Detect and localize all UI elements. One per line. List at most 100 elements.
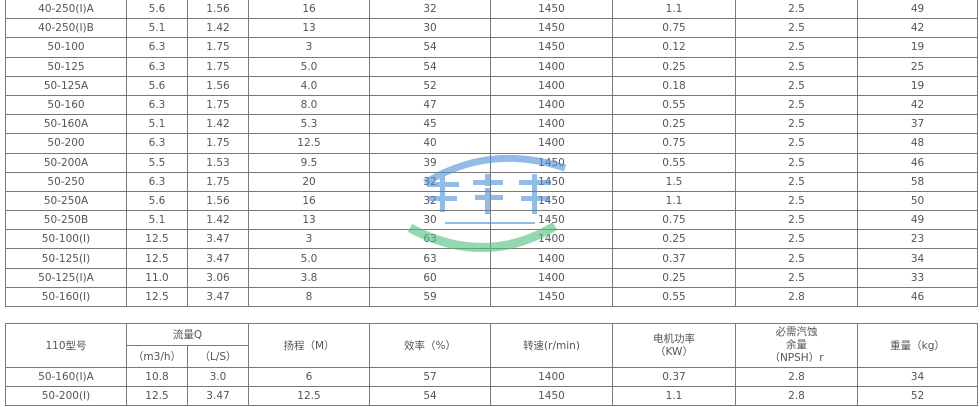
table-cell: 3.47 [187,286,249,308]
table-cell: 1400 [490,56,613,77]
table-cell: 50-200A [5,152,127,173]
table-cell: 50-100 [5,37,127,58]
table-cell: 0.75 [612,210,736,231]
table-cell: 1450 [490,37,613,58]
table-row: 50-200 6.3 1.75 12.5 40 1400 0.75 2.5 48 [5,133,978,154]
table-cell: 6.3 [126,37,188,58]
table-row: 50-160(Ⅰ) 12.5 3.47 8 59 1450 0.55 2.8 46 [5,286,978,308]
table-cell: 40-250(Ⅰ)A [5,0,127,20]
table-cell: 2.8 [735,386,858,407]
table-cell: 6.3 [126,56,188,77]
header-npsh-l3: （NPSH）r [769,352,824,364]
table-cell: 2.5 [735,210,858,231]
table-cell: 4.0 [248,75,370,96]
table-cell: 30 [369,18,491,39]
header-weight: 重量（kg） [857,323,978,368]
table-cell: 32 [369,171,491,192]
table-cell: 3.0 [187,366,249,388]
table-cell: 23 [857,229,978,250]
table-cell: 1400 [490,75,613,96]
table-cell: 60 [369,267,491,288]
table-cell: 3.47 [187,386,249,407]
table-cell: 2.5 [735,171,858,192]
table-cell: 2.5 [735,75,858,96]
pump-spec-table-110: 110型号 流量Q 扬程（M） 效率（%） 转速(r/min) 电机功率 （KW）… [5,323,978,407]
table-row: 40-250(Ⅰ)A 5.6 1.56 16 32 1450 1.1 2.5 49 [5,0,978,20]
table-cell: 2.5 [735,56,858,77]
table-cell: 12.5 [126,386,188,407]
table-cell: 49 [857,0,978,20]
table-row: 50-125A 5.6 1.56 4.0 52 1400 0.18 2.5 19 [5,75,978,96]
header-power: 电机功率 （KW） [612,323,736,368]
table-cell: 3 [248,229,370,250]
table-cell: 50-250B [5,210,127,231]
table-cell: 2.8 [735,286,858,308]
table-cell: 12.5 [126,286,188,308]
header-speed: 转速(r/min) [490,323,613,368]
table-cell: 49 [857,210,978,231]
table-cell: 8.0 [248,94,370,116]
table-cell: 13 [248,18,370,39]
header-npsh: 必需汽蚀 余量 （NPSH）r [735,323,858,368]
pump-spec-table: 40-250(Ⅰ)A 5.6 1.56 16 32 1450 1.1 2.5 49 40-250(… [5,0,978,308]
table-cell: 5.6 [126,0,188,20]
table-cell: 32 [369,0,491,20]
table-cell: 2.5 [735,229,858,250]
table-cell: 1400 [490,133,613,154]
header-efficiency: 效率（%） [369,323,491,368]
table-row: 50-160(Ⅰ)A 10.8 3.0 6 57 1400 0.37 2.8 34 [5,366,978,388]
table-cell: 0.55 [612,286,736,308]
table-cell: 3.06 [187,267,249,288]
table-cell: 0.25 [612,114,736,135]
table-cell: 12.5 [248,133,370,154]
table-cell: 1400 [490,114,613,135]
table-cell: 54 [369,56,491,77]
table-cell: 1.75 [187,133,249,154]
table-cell: 2.5 [735,267,858,288]
header-power-l1: 电机功率 [653,332,695,345]
table-cell: 50-125(Ⅰ)A [5,267,127,288]
table-cell: 0.25 [612,267,736,288]
table-cell: 2.5 [735,152,858,173]
header-flow-m3h: （m3/h） [126,345,188,368]
table-cell: 5.3 [248,114,370,135]
table-cell: 34 [857,248,978,269]
table-cell: 0.75 [612,18,736,39]
table-cell: 5.6 [126,190,188,212]
table-cell: 50-200(Ⅰ) [5,386,127,407]
table-cell: 42 [857,94,978,116]
table-cell: 0.75 [612,133,736,154]
table-cell: 30 [369,210,491,231]
table-cell: 58 [857,171,978,192]
table-row: 40-250(Ⅰ)B 5.1 1.42 13 30 1450 0.75 2.5 42 [5,18,978,39]
table-row: 50-125(Ⅰ) 12.5 3.47 5.0 63 1400 0.37 2.5 34 [5,248,978,269]
header-power-l2: （KW） [655,345,693,358]
table-cell: 16 [248,190,370,212]
table-cell: 1.1 [612,386,736,407]
table-row: 50-200A 5.5 1.53 9.5 39 1450 0.55 2.5 46 [5,152,978,173]
table-cell: 5.1 [126,114,188,135]
table-row: 50-250 6.3 1.75 20 32 1450 1.5 2.5 58 [5,171,978,192]
table-cell: 40-250(Ⅰ)B [5,18,127,39]
table-cell: 5.1 [126,210,188,231]
table-cell: 45 [369,114,491,135]
table-cell: 0.12 [612,37,736,58]
table-cell: 3 [248,37,370,58]
table-cell: 1450 [490,386,613,407]
table-row: 50-125(Ⅰ)A 11.0 3.06 3.8 60 1400 0.25 2.5 33 [5,267,978,288]
table-cell: 40 [369,133,491,154]
table-row: 50-125 6.3 1.75 5.0 54 1400 0.25 2.5 25 [5,56,978,77]
table-cell: 5.5 [126,152,188,173]
table-cell: 0.25 [612,56,736,77]
table-cell: 2.8 [735,366,858,388]
table-cell: 20 [248,171,370,192]
table-cell: 25 [857,56,978,77]
table-cell: 46 [857,286,978,308]
table-row: 50-100(Ⅰ) 12.5 3.47 3 63 1400 0.25 2.5 23 [5,229,978,250]
table-cell: 1.75 [187,56,249,77]
table-cell: 42 [857,18,978,39]
table-cell: 50-125(Ⅰ) [5,248,127,269]
table-cell: 47 [369,94,491,116]
table-cell: 6 [248,366,370,388]
table-cell: 1.56 [187,75,249,96]
